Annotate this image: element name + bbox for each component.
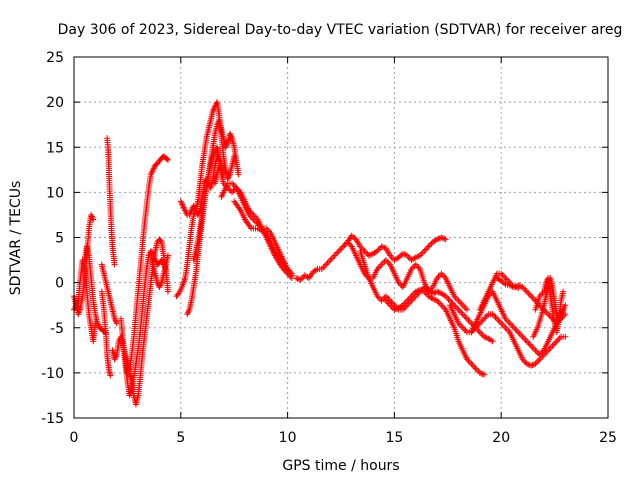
x-tick-label: 10 (279, 430, 297, 446)
x-tick-label: 15 (385, 430, 403, 446)
axis-ticks: 0 5 10 15 20 25 -15 -10 -5 0 5 10 15 20 25 (41, 50, 617, 446)
y-tick-label: 25 (46, 50, 64, 66)
x-tick-label: 25 (599, 430, 617, 446)
y-tick-label: 10 (46, 185, 64, 201)
x-tick-label: 20 (492, 430, 510, 446)
y-tick-label: 20 (46, 95, 64, 111)
y-tick-label: 15 (46, 140, 64, 156)
chart-title: Day 306 of 2023, Sidereal Day-to-day VTE… (58, 22, 623, 38)
y-tick-label: 5 (55, 231, 64, 247)
y-tick-label: -15 (41, 411, 64, 427)
grid (74, 57, 608, 418)
x-axis-label: GPS time / hours (282, 458, 399, 474)
y-tick-label: 0 (55, 276, 64, 292)
y-tick-label: -5 (50, 321, 64, 337)
x-tick-label: 0 (70, 430, 79, 446)
y-tick-label: -10 (41, 366, 64, 382)
x-tick-label: 5 (176, 430, 185, 446)
y-axis-label: SDTVAR / TECUs (8, 181, 24, 296)
